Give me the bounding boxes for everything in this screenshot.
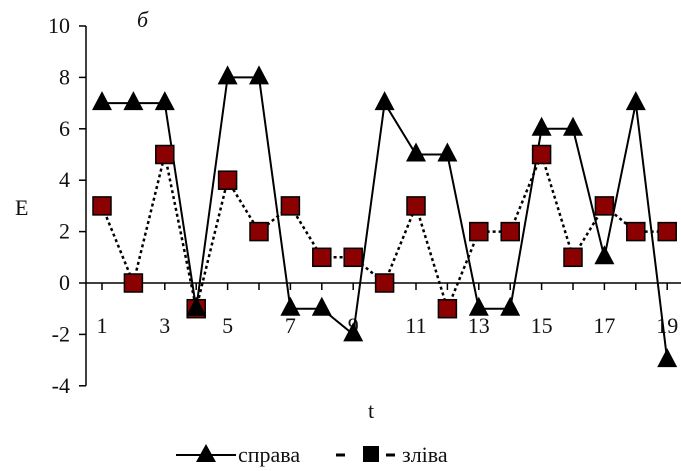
legend: справа зліва bbox=[176, 442, 448, 467]
square-icon bbox=[363, 446, 379, 462]
x-tick-label: 3 bbox=[159, 313, 170, 338]
square-marker bbox=[123, 273, 144, 293]
x-tick-label: 1 bbox=[97, 313, 108, 338]
triangle-marker bbox=[343, 322, 364, 342]
square-marker bbox=[437, 298, 458, 319]
square-marker bbox=[626, 221, 646, 242]
square-marker bbox=[469, 221, 489, 242]
triangle-marker bbox=[311, 296, 332, 316]
triangle-marker bbox=[625, 91, 646, 111]
triangle-marker bbox=[500, 296, 521, 316]
x-tick-label: 13 bbox=[468, 313, 490, 338]
triangle-marker bbox=[468, 296, 489, 316]
triangle-icon bbox=[196, 444, 216, 462]
x-tick-label: 15 bbox=[531, 313, 553, 338]
triangle-marker bbox=[92, 91, 112, 111]
square-marker bbox=[657, 221, 677, 242]
square-marker bbox=[280, 196, 301, 216]
triangle-marker bbox=[186, 296, 207, 316]
legend-item-left: зліва bbox=[336, 442, 448, 467]
x-tick-label: 17 bbox=[593, 313, 615, 338]
triangle-marker bbox=[374, 91, 395, 111]
square-marker bbox=[594, 196, 615, 216]
square-marker bbox=[155, 144, 175, 165]
y-tick-label: -2 bbox=[52, 321, 70, 346]
square-marker bbox=[500, 221, 520, 242]
legend-label-right: справа bbox=[238, 442, 300, 467]
triangle-marker bbox=[154, 91, 175, 111]
y-tick-label: 0 bbox=[59, 270, 70, 295]
triangle-marker bbox=[406, 142, 426, 162]
triangle-marker bbox=[217, 65, 238, 85]
triangle-marker bbox=[249, 65, 269, 85]
legend-label-left: зліва bbox=[402, 442, 448, 467]
square-marker bbox=[531, 144, 552, 165]
triangle-marker bbox=[123, 91, 144, 111]
triangle-marker bbox=[280, 296, 301, 316]
square-marker bbox=[217, 170, 238, 190]
y-tick-label: 4 bbox=[59, 167, 70, 192]
series-markers bbox=[92, 65, 678, 368]
y-tick-label: 8 bbox=[59, 64, 70, 89]
square-marker bbox=[343, 247, 363, 268]
y-tick-label: 10 bbox=[48, 13, 70, 38]
x-axis-label: t bbox=[368, 398, 374, 423]
triangle-marker bbox=[594, 245, 615, 265]
y-tick-label: 2 bbox=[59, 219, 70, 244]
x-tick-label: 19 bbox=[656, 313, 678, 338]
y-axis-label: E bbox=[15, 195, 28, 220]
x-tick-label: 11 bbox=[405, 313, 426, 338]
triangle-marker bbox=[657, 348, 678, 368]
triangle-marker bbox=[531, 116, 552, 136]
y-tick-label: 6 bbox=[59, 116, 70, 141]
legend-item-right: справа bbox=[176, 442, 300, 467]
x-tick-label: 7 bbox=[285, 313, 296, 338]
square-marker bbox=[249, 221, 269, 242]
square-marker bbox=[374, 273, 395, 293]
square-marker bbox=[563, 247, 583, 268]
y-tick-label: -4 bbox=[52, 373, 70, 398]
square-marker bbox=[312, 247, 332, 268]
triangle-marker bbox=[563, 116, 583, 136]
y-axis-ticks: -4 -2 0 2 4 6 8 10 bbox=[48, 13, 86, 398]
triangle-marker bbox=[437, 142, 458, 162]
square-marker bbox=[92, 196, 112, 216]
square-marker bbox=[406, 196, 426, 216]
x-tick-label: 5 bbox=[222, 313, 233, 338]
chart-subtitle: б bbox=[137, 7, 149, 32]
